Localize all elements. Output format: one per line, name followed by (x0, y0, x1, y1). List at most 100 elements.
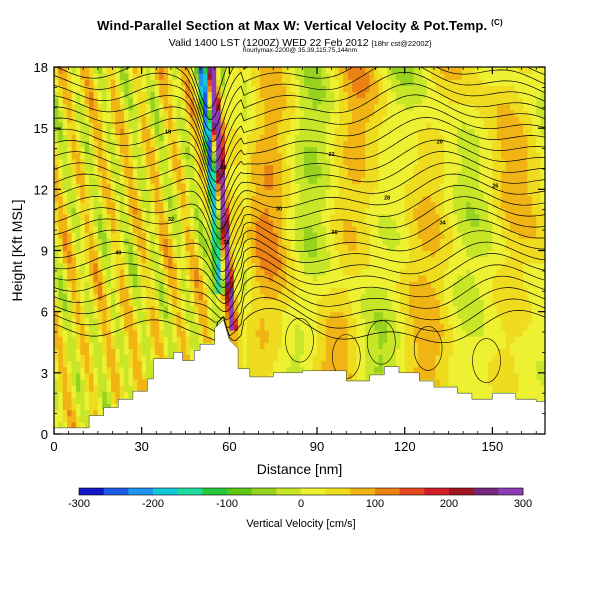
velocity-cell (58, 67, 64, 74)
velocity-cell (110, 219, 116, 227)
velocity-cell (334, 330, 340, 337)
velocity-cell (211, 201, 217, 209)
velocity-cell (334, 293, 340, 301)
velocity-cell (211, 109, 217, 117)
velocity-cell (277, 268, 283, 276)
velocity-cell (115, 115, 121, 123)
velocity-cell (189, 207, 195, 215)
velocity-cell (382, 336, 388, 343)
velocity-cell (426, 287, 432, 294)
velocity-cell (382, 152, 388, 160)
velocity-cell (154, 226, 160, 233)
velocity-cell (176, 122, 182, 129)
velocity-cell (75, 232, 81, 239)
velocity-cell (277, 122, 283, 129)
velocity-cell (277, 244, 283, 252)
velocity-cell (54, 287, 59, 294)
velocity-cell (444, 195, 450, 203)
velocity-cell (317, 164, 323, 172)
velocity-cell (132, 317, 138, 325)
velocity-cell (461, 348, 467, 356)
velocity-cell (404, 274, 410, 282)
velocity-cell (67, 256, 73, 264)
velocity-cell (97, 268, 103, 276)
velocity-cell (343, 238, 349, 245)
velocity-cell (474, 238, 480, 245)
velocity-cell (238, 305, 244, 313)
velocity-cell (431, 256, 436, 264)
velocity-cell (102, 397, 108, 405)
velocity-cell (141, 342, 147, 349)
velocity-cell (321, 281, 327, 288)
velocity-cell (189, 158, 195, 166)
velocity-cell (422, 354, 428, 362)
velocity-cell (159, 244, 165, 252)
velocity-cell (360, 115, 366, 123)
velocity-cell (93, 372, 99, 380)
velocity-cell (75, 244, 81, 252)
velocity-cell (378, 152, 384, 160)
velocity-cell (303, 170, 309, 178)
velocity-cell (413, 232, 419, 239)
velocity-cell (154, 183, 160, 190)
velocity-cell (479, 244, 485, 252)
velocity-cell (435, 238, 441, 245)
velocity-cell (71, 256, 77, 264)
velocity-cell (299, 91, 305, 99)
velocity-cell (461, 262, 467, 270)
velocity-cell (67, 109, 73, 117)
velocity-cell (312, 67, 318, 74)
velocity-cell (110, 366, 116, 374)
velocity-cell (400, 103, 406, 111)
velocity-cell (75, 73, 81, 80)
velocity-cell (338, 109, 344, 117)
velocity-cell (448, 207, 454, 215)
velocity-cell (404, 158, 410, 166)
velocity-cell (444, 244, 450, 252)
velocity-cell (431, 311, 436, 319)
velocity-cell (360, 122, 366, 129)
velocity-cell (439, 317, 445, 325)
velocity-cell (281, 281, 287, 288)
velocity-cell (347, 342, 353, 349)
velocity-cell (255, 287, 261, 294)
velocity-cell (207, 128, 213, 135)
velocity-cell (431, 73, 436, 80)
velocity-cell (67, 177, 73, 184)
velocity-cell (58, 140, 64, 148)
velocity-cell (461, 164, 467, 172)
velocity-cell (229, 79, 235, 86)
velocity-cell (242, 97, 248, 105)
velocity-cell (141, 256, 147, 264)
velocity-cell (132, 336, 138, 343)
velocity-cell (137, 226, 143, 233)
velocity-cell (435, 268, 441, 276)
velocity-cell (387, 274, 393, 282)
velocity-cell (97, 372, 103, 380)
velocity-cell (461, 109, 467, 117)
velocity-cell (194, 91, 200, 99)
velocity-cell (260, 140, 266, 148)
velocity-cell (58, 409, 64, 417)
velocity-cell (268, 201, 274, 209)
velocity-cell (251, 250, 257, 258)
velocity-cell (321, 134, 327, 141)
velocity-cell (137, 195, 143, 203)
velocity-cell (159, 226, 165, 233)
velocity-cell (295, 177, 301, 184)
velocity-cell (303, 146, 309, 154)
velocity-cell (264, 97, 270, 105)
velocity-cell (150, 103, 156, 111)
velocity-cell (277, 109, 283, 117)
velocity-cell (457, 207, 463, 215)
velocity-cell (58, 348, 64, 356)
velocity-cell (435, 201, 441, 209)
velocity-cell (452, 115, 458, 123)
velocity-cell (167, 281, 173, 288)
velocity-cell (119, 317, 125, 325)
velocity-cell (251, 97, 257, 105)
velocity-cell (54, 299, 59, 307)
velocity-cell (141, 226, 147, 233)
velocity-cell (62, 372, 68, 380)
velocity-cell (308, 67, 314, 74)
